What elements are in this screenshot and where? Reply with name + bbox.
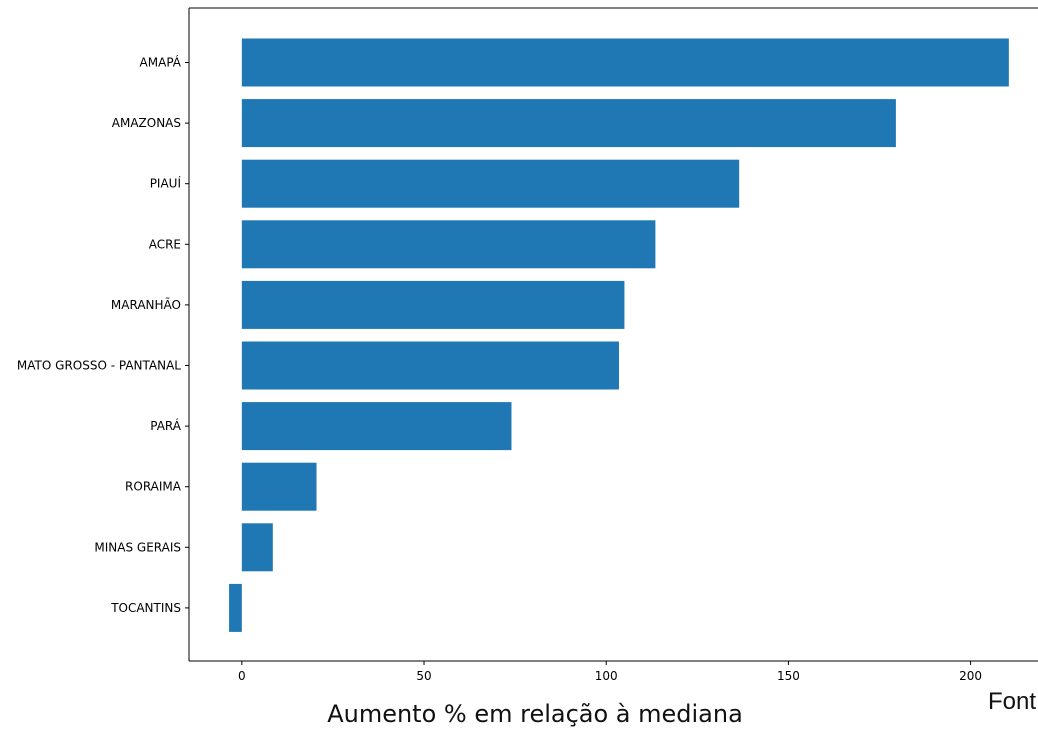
bar xyxy=(241,38,1009,87)
bar xyxy=(241,523,273,572)
bar xyxy=(241,220,656,269)
x-tick-label: 200 xyxy=(959,669,982,683)
y-tick-label: MARANHÃO xyxy=(111,297,181,312)
y-tick-label: AMAPÁ xyxy=(140,55,182,70)
x-tick-label: 0 xyxy=(238,669,246,683)
source-text: Font xyxy=(988,688,1037,715)
y-tick-label: TOCANTINS xyxy=(110,601,181,615)
bar xyxy=(241,280,625,329)
x-tick-label: 150 xyxy=(777,669,800,683)
bar xyxy=(229,583,242,632)
y-tick-label: MINAS GERAIS xyxy=(94,540,181,554)
bar xyxy=(241,99,896,148)
bar xyxy=(241,462,317,511)
x-axis-label: Aumento % em relação à mediana xyxy=(327,700,743,728)
y-tick-label: ACRE xyxy=(149,237,181,251)
y-tick-label: RORAIMA xyxy=(125,480,182,494)
y-tick-label: AMAZONAS xyxy=(112,116,181,130)
bar xyxy=(241,402,512,451)
y-tick-label: PARÁ xyxy=(150,418,182,433)
y-ticks-group: AMAPÁ AMAZONAS PIAUÍ ACRE MARANHÃO MATO GROSS… xyxy=(17,55,189,615)
x-ticks-group: 0 50 100 150 200 xyxy=(238,661,982,683)
x-tick-label: 100 xyxy=(595,669,618,683)
bars-group xyxy=(229,38,1009,632)
bar xyxy=(241,159,740,208)
axes-frame xyxy=(188,7,1038,662)
y-tick-label: MATO GROSSO - PANTANAL xyxy=(17,359,181,373)
x-tick-label: 50 xyxy=(416,669,431,683)
bar xyxy=(241,341,619,390)
y-tick-label: PIAUÍ xyxy=(150,176,182,191)
